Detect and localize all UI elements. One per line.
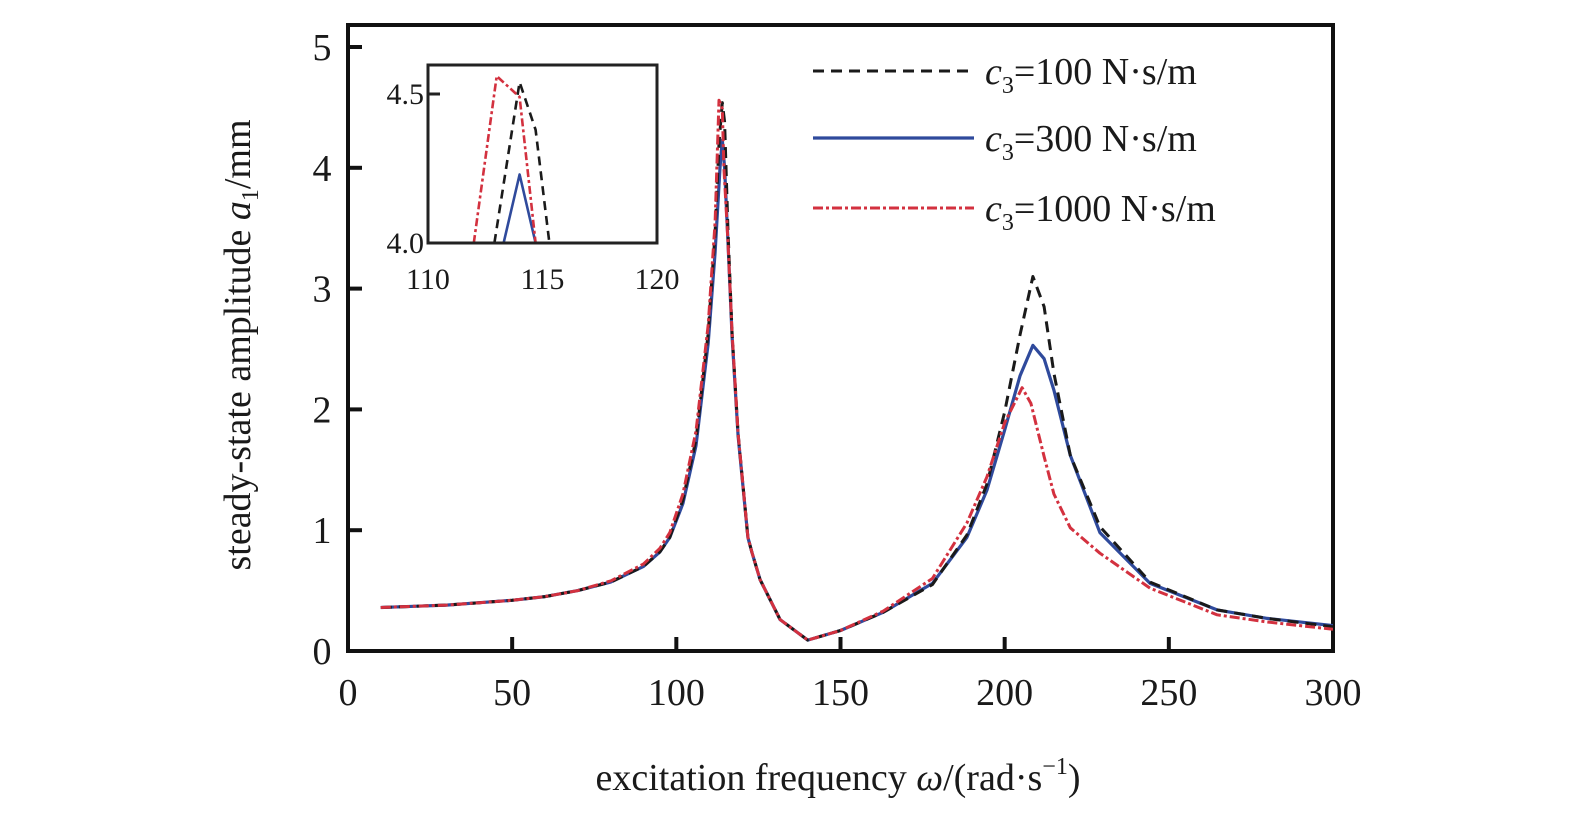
inset-x-tick-label: 120: [635, 263, 680, 296]
legend-symbol: c: [985, 188, 1002, 230]
x-axis-title-sup: −1: [1042, 754, 1068, 780]
inset-y-tick-label: 4.0: [387, 227, 425, 260]
x-axis-title-text: excitation frequency: [596, 757, 917, 799]
inset-axis-ticks: 110 115 120 4.0 4.5: [387, 78, 680, 296]
legend-value: =1000 N·s/m: [1014, 188, 1216, 230]
y-tick-label: 4: [313, 148, 332, 190]
inset-series-line-3: [472, 74, 537, 243]
x-axis-title-symbol: ω: [916, 757, 943, 799]
series-line-1: [380, 101, 1333, 642]
inset-series-line-2: [502, 173, 537, 243]
y-axis-ticks: 0 1 2 3 4 5: [313, 27, 362, 673]
y-tick-label: 5: [313, 27, 332, 69]
y-axis-title-text: steady-state amplitude: [217, 220, 259, 570]
legend-label-3: c3=1000 N·s/m: [985, 188, 1216, 236]
inset-background: [428, 65, 657, 243]
legend-subscript: 3: [1002, 210, 1014, 236]
x-axis-ticks: 0 50 100 150 200 250 300: [339, 637, 1362, 714]
x-tick-label: 300: [1305, 672, 1362, 714]
y-axis-title-unit: /mm: [217, 119, 259, 189]
x-tick-label: 150: [812, 672, 869, 714]
x-axis-title-unit: /(rad·s: [943, 757, 1042, 799]
inset-y-tick-label: 4.5: [387, 78, 425, 111]
y-axis-title-sub: 1: [238, 189, 264, 201]
legend-label-1: c3=100 N·s/m: [985, 51, 1197, 99]
legend-subscript: 3: [1002, 73, 1014, 99]
legend: c3=100 N·s/mc3=300 N·s/mc3=1000 N·s/m: [813, 51, 1216, 236]
y-tick-label: 3: [313, 269, 332, 311]
legend-subscript: 3: [1002, 140, 1014, 166]
x-tick-label: 200: [976, 672, 1033, 714]
legend-label-2: c3=300 N·s/m: [985, 118, 1197, 166]
x-tick-label: 0: [339, 672, 358, 714]
y-tick-label: 1: [313, 510, 332, 552]
inset-series-group: [472, 74, 551, 243]
inset-frame: [426, 63, 659, 245]
inset-x-tick-label: 115: [521, 263, 565, 296]
inset-x-tick-label: 110: [406, 263, 450, 296]
x-axis-title: excitation frequency ω/(rad·s−1): [596, 754, 1081, 799]
legend-value: =100 N·s/m: [1014, 51, 1197, 93]
y-tick-label: 0: [313, 631, 332, 673]
y-axis-title-symbol: a: [217, 201, 259, 220]
x-tick-label: 100: [648, 672, 705, 714]
x-tick-label: 250: [1140, 672, 1197, 714]
legend-value: =300 N·s/m: [1014, 118, 1197, 160]
x-tick-label: 50: [493, 672, 531, 714]
y-axis-title: steady-state amplitude a1/mm: [217, 119, 264, 570]
legend-symbol: c: [985, 51, 1002, 93]
main-series-group: [380, 98, 1333, 642]
inset-series-line-1: [493, 80, 551, 243]
y-tick-label: 2: [313, 389, 332, 431]
legend-symbol: c: [985, 118, 1002, 160]
x-axis-title-close: ): [1068, 757, 1081, 799]
